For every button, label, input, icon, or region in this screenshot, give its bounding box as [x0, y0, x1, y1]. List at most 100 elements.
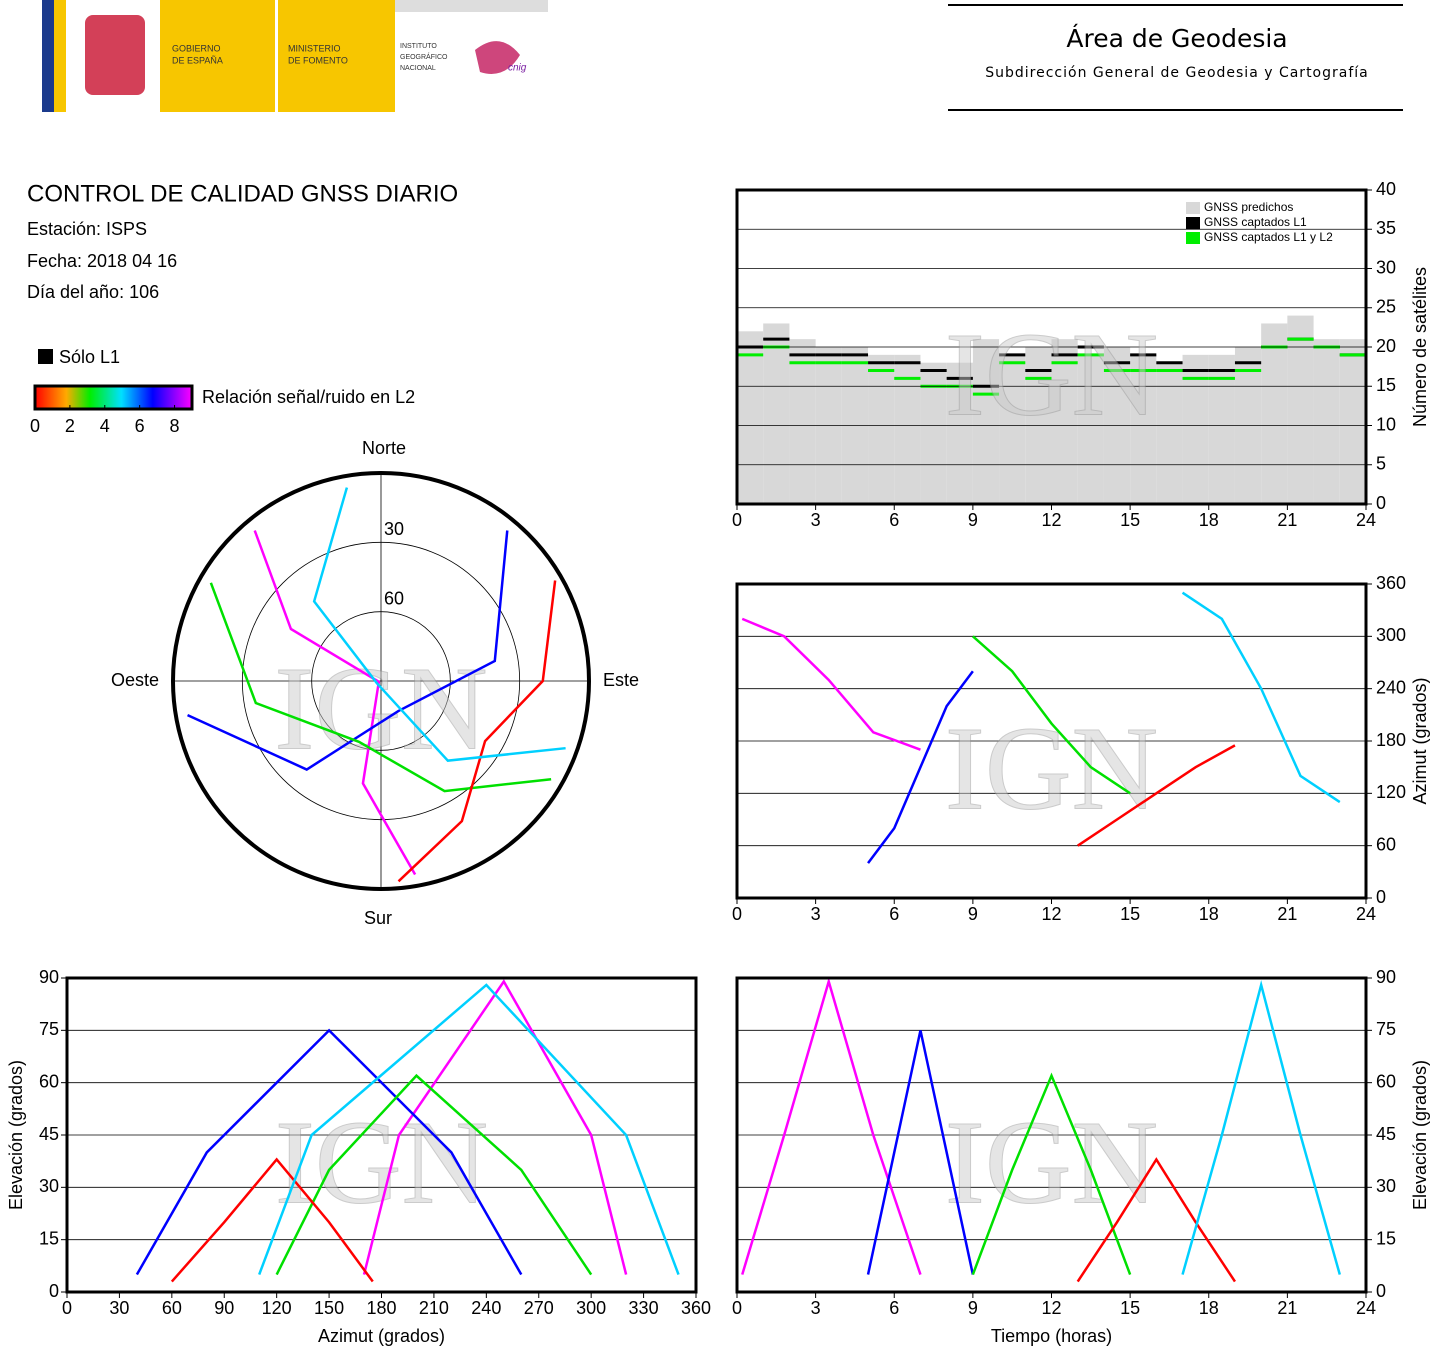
- x-tick-label: 21: [1277, 904, 1297, 924]
- y-tick-label: 15: [39, 1228, 59, 1248]
- header-subtitle: Subdirección General de Geodesia y Carto…: [985, 65, 1369, 81]
- direction-label: Oeste: [111, 670, 159, 690]
- logo-text: GEOGRÁFICO: [400, 52, 448, 61]
- satellite-track: [741, 617, 921, 751]
- y-tick-label: 120: [1376, 782, 1406, 802]
- x-tick-label: 24: [1356, 904, 1376, 924]
- satellite-track: [362, 979, 628, 1275]
- x-tick-label: 18: [1199, 510, 1219, 530]
- x-tick-label: 21: [1277, 510, 1297, 530]
- y-tick-label: 30: [1376, 1176, 1396, 1196]
- satellite-track: [397, 580, 557, 883]
- info-line: Estación: ISPS: [27, 219, 147, 239]
- watermark: IGN: [274, 642, 487, 775]
- logo-band: [395, 0, 548, 12]
- satellite-track: [187, 530, 509, 771]
- y-tick-label: 300: [1376, 625, 1406, 645]
- predicted-bar: [920, 362, 947, 504]
- satellite-track: [209, 582, 552, 793]
- plot-frame: [65, 976, 698, 1294]
- x-tick-label: 21: [1277, 1298, 1297, 1318]
- report-title: CONTROL DE CALIDAD GNSS DIARIO: [27, 180, 458, 207]
- x-tick-label: 3: [811, 1298, 821, 1318]
- plot-frame: [735, 188, 1368, 506]
- predicted-bar: [737, 331, 764, 504]
- ring-label: 60: [384, 588, 404, 608]
- colorbar-tick-label: 0: [30, 416, 40, 436]
- y-tick-label: 45: [39, 1124, 59, 1144]
- plot-frame: [735, 976, 1368, 1294]
- x-tick-label: 24: [1356, 1298, 1376, 1318]
- x-tick-label: 6: [889, 510, 899, 530]
- x-tick-label: 18: [1199, 904, 1219, 924]
- legend-label: Sólo L1: [59, 347, 120, 367]
- x-tick-label: 24: [1356, 510, 1376, 530]
- predicted-bar: [868, 354, 895, 504]
- x-axis-label: Tiempo (horas): [991, 1326, 1112, 1346]
- y-tick-label: 30: [39, 1176, 59, 1196]
- satellite-track: [253, 530, 417, 876]
- x-tick-label: 6: [889, 1298, 899, 1318]
- y-tick-label: 15: [1376, 375, 1396, 395]
- y-tick-label: 25: [1376, 297, 1396, 317]
- y-tick-label: 360: [1376, 573, 1406, 593]
- direction-label: Norte: [362, 438, 406, 458]
- snr-colorbar: [33, 384, 194, 411]
- logo-band: [54, 0, 66, 112]
- y-tick-label: 5: [1376, 454, 1386, 474]
- x-tick-label: 180: [366, 1298, 396, 1318]
- predicted-bar: [1051, 339, 1078, 504]
- x-tick-label: 90: [214, 1298, 234, 1318]
- colorbar-tick-label: 8: [170, 416, 180, 436]
- y-tick-label: 75: [1376, 1019, 1396, 1039]
- direction-label: Este: [603, 670, 639, 690]
- y-tick-label: 40: [1376, 179, 1396, 199]
- coat-of-arms: [85, 15, 145, 95]
- logo-block: GOBIERNO DE ESPAÑA MINISTERIO DE FOMENTO…: [42, 0, 548, 112]
- y-tick-label: 90: [39, 967, 59, 987]
- x-tick-label: 60: [162, 1298, 182, 1318]
- y-tick-label: 20: [1376, 336, 1396, 356]
- y-axis-label: Número de satélites: [1410, 267, 1430, 427]
- x-tick-label: 9: [968, 904, 978, 924]
- y-tick-label: 10: [1376, 414, 1396, 434]
- legend-label: Relación señal/ruido en L2: [202, 387, 415, 407]
- x-tick-label: 0: [62, 1298, 72, 1318]
- x-tick-label: 0: [732, 510, 742, 530]
- y-tick-label: 0: [1376, 1281, 1386, 1301]
- logo-text: DE ESPAÑA: [172, 55, 223, 65]
- y-tick-label: 90: [1376, 967, 1396, 987]
- logo-text: INSTITUTO: [400, 43, 437, 50]
- logo-text: NACIONAL: [400, 65, 436, 72]
- x-tick-label: 3: [811, 510, 821, 530]
- y-tick-label: 30: [1376, 257, 1396, 277]
- predicted-bar: [999, 354, 1026, 504]
- y-tick-label: 60: [1376, 1071, 1396, 1091]
- x-tick-label: 15: [1120, 904, 1140, 924]
- y-axis-label: Elevación (grados): [1410, 1060, 1430, 1210]
- logo-band: [278, 0, 395, 112]
- x-tick-label: 300: [576, 1298, 606, 1318]
- y-tick-label: 15: [1376, 1228, 1396, 1248]
- satellite-track: [258, 983, 680, 1275]
- legend-swatch: [1186, 202, 1200, 214]
- predicted-bar: [1313, 339, 1340, 504]
- y-tick-label: 35: [1376, 218, 1396, 238]
- x-tick-label: 0: [732, 904, 742, 924]
- legend-label: GNSS captados L1: [1204, 215, 1307, 229]
- x-tick-label: 6: [889, 904, 899, 924]
- satellite-track: [1181, 980, 1341, 1275]
- colorbar-tick-label: 6: [135, 416, 145, 436]
- satellite-track: [275, 1073, 593, 1276]
- y-tick-label: 180: [1376, 730, 1406, 750]
- legend-label: GNSS captados L1 y L2: [1204, 230, 1333, 244]
- predicted-bar: [1261, 323, 1288, 504]
- y-axis-label: Azimut (grados): [1410, 677, 1430, 804]
- x-tick-label: 15: [1120, 1298, 1140, 1318]
- y-tick-label: 240: [1376, 677, 1406, 697]
- x-tick-label: 3: [811, 904, 821, 924]
- direction-label: Sur: [364, 908, 392, 928]
